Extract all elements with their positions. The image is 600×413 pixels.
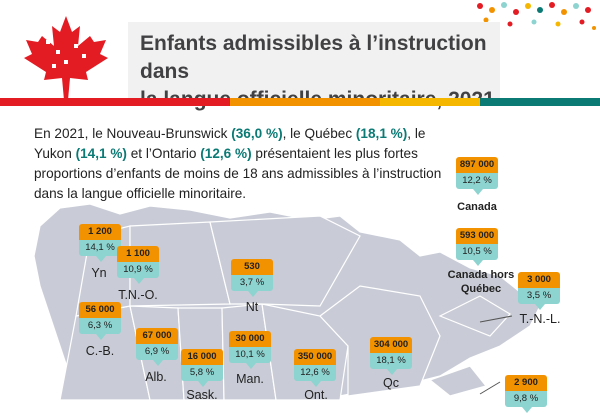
alb-pct: 6,9 % bbox=[136, 344, 178, 366]
stripe-red bbox=[0, 98, 230, 106]
intro-highlight-nb: (36,0 %) bbox=[231, 126, 283, 141]
intro-part: , le Yukon bbox=[34, 126, 426, 161]
badge-tno: 1 100 10,9 % bbox=[117, 246, 159, 284]
badge-man: 30 000 10,1 % bbox=[229, 331, 271, 369]
label-ont: Ont. bbox=[304, 388, 328, 402]
badge-qc: 304 000 18,1 % bbox=[370, 337, 412, 375]
canada-count: 897 000 bbox=[456, 157, 498, 173]
badge-cb: 56 000 6,3 % bbox=[79, 302, 121, 340]
badge-alb: 67 000 6,9 % bbox=[136, 328, 178, 366]
label-nt: Nt bbox=[245, 300, 259, 314]
tno-pct: 10,9 % bbox=[117, 262, 159, 284]
qc-count: 304 000 bbox=[370, 337, 412, 353]
yn-count: 1 200 bbox=[79, 224, 121, 240]
canada-hors-qc-count: 593 000 bbox=[456, 228, 498, 244]
intro-text: En 2021, le Nouveau-Brunswick (36,0 %), … bbox=[34, 124, 444, 204]
header: Enfants admissibles à l’instruction dans… bbox=[0, 0, 600, 111]
intro-highlight-qc: (18,1 %) bbox=[355, 126, 408, 141]
title-line-1: Enfants admissibles à l’instruction dans bbox=[140, 32, 487, 83]
label-tno: T.N.-O. bbox=[118, 288, 158, 302]
intro-highlight-on: (12,6 %) bbox=[200, 146, 252, 161]
badge-ont: 350 000 12,6 % bbox=[294, 349, 336, 387]
nt-count: 530 bbox=[231, 259, 273, 275]
intro-part: , le Québec bbox=[282, 126, 356, 141]
ont-count: 350 000 bbox=[294, 349, 336, 365]
tnl-pct: 3,5 % bbox=[518, 288, 560, 310]
canada-badge: 897 000 12,2 % bbox=[456, 157, 498, 195]
intro-part: En 2021, le Nouveau-Brunswick bbox=[34, 126, 232, 141]
tno-count: 1 100 bbox=[117, 246, 159, 262]
region-atl bbox=[428, 365, 488, 397]
canada-hors-qc-label-line2: Québec bbox=[460, 283, 502, 295]
badge-yn: 1 200 14,1 % bbox=[79, 224, 121, 262]
title-box bbox=[128, 22, 500, 98]
canada-hors-qc-label-line1: Canada hors bbox=[447, 269, 515, 281]
label-alb: Alb. bbox=[145, 370, 167, 384]
canada-hors-qc-pct: 10,5 % bbox=[456, 244, 498, 266]
maple-leaf-icon bbox=[24, 16, 108, 100]
atl-count: 2 900 bbox=[505, 375, 547, 391]
badge-tnl: 3 000 3,5 % bbox=[518, 272, 560, 310]
cb-count: 56 000 bbox=[79, 302, 121, 318]
canada-pct: 12,2 % bbox=[456, 173, 498, 195]
stripe-orange bbox=[230, 98, 380, 106]
intro-highlight-yk: (14,1 %) bbox=[75, 146, 127, 161]
alb-count: 67 000 bbox=[136, 328, 178, 344]
qc-pct: 18,1 % bbox=[370, 353, 412, 375]
intro-part: et l’Ontario bbox=[126, 146, 201, 161]
canada-hors-qc-label: Canada hors Québec bbox=[436, 268, 526, 296]
badge-nt: 530 3,7 % bbox=[231, 259, 273, 297]
badge-sask: 16 000 5,8 % bbox=[181, 349, 223, 387]
canada-label: Canada bbox=[457, 201, 497, 213]
nt-pct: 3,7 % bbox=[231, 275, 273, 297]
ont-pct: 12,6 % bbox=[294, 365, 336, 387]
cb-pct: 6,3 % bbox=[79, 318, 121, 340]
atl-pct: 9,8 % bbox=[505, 391, 547, 413]
label-tnl: T.-N.-L. bbox=[519, 312, 561, 326]
stripe-yellow bbox=[380, 98, 480, 106]
tnl-count: 3 000 bbox=[518, 272, 560, 288]
man-count: 30 000 bbox=[229, 331, 271, 347]
sask-pct: 5,8 % bbox=[181, 365, 223, 387]
stripe-teal bbox=[480, 98, 600, 106]
canada-hors-qc-badge: 593 000 10,5 % bbox=[456, 228, 498, 266]
label-cb: C.-B. bbox=[85, 344, 115, 358]
sask-count: 16 000 bbox=[181, 349, 223, 365]
man-pct: 10,1 % bbox=[229, 347, 271, 369]
label-yn: Yn bbox=[91, 266, 107, 280]
yn-pct: 14,1 % bbox=[79, 240, 121, 262]
atl-leader-line bbox=[479, 381, 501, 395]
label-man: Man. bbox=[236, 372, 264, 386]
badge-atl: 2 900 9,8 % bbox=[505, 375, 547, 413]
tnl-leader-line bbox=[479, 315, 513, 323]
intro-part: présentaient les plus fortes proportions… bbox=[34, 146, 442, 201]
region-tnl bbox=[438, 295, 511, 337]
label-sask: Sask. bbox=[186, 388, 218, 402]
label-qc: Qc bbox=[383, 376, 399, 390]
decorative-dots bbox=[477, 2, 596, 30]
